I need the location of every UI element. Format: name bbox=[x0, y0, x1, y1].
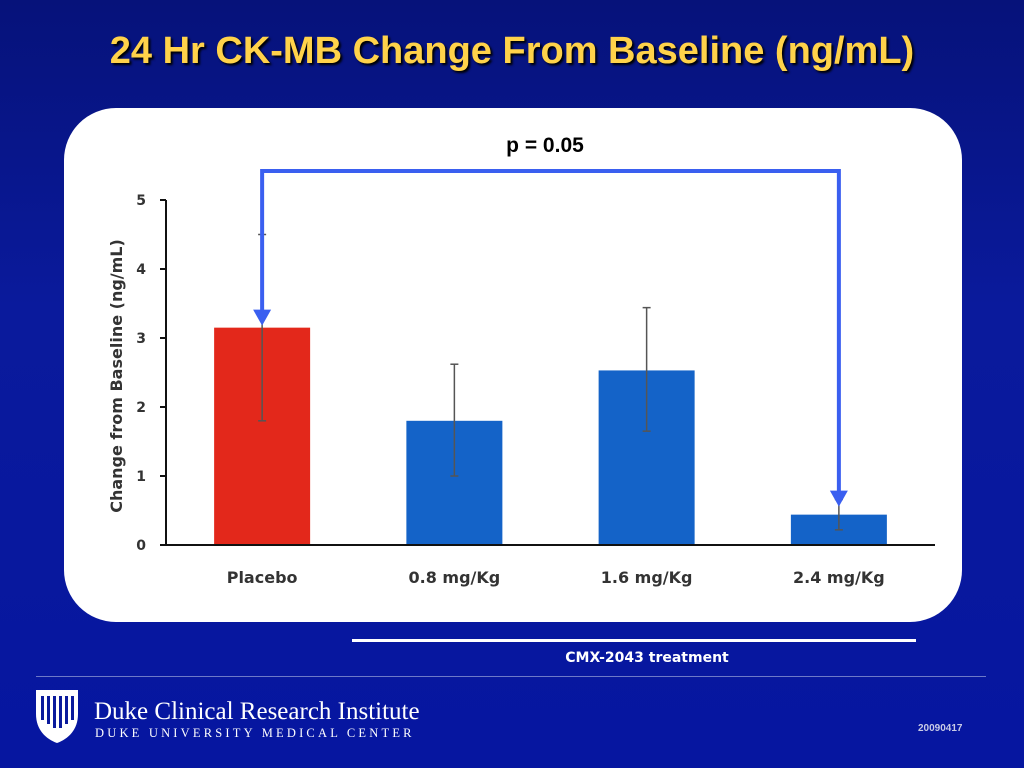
slide-title: 24 Hr CK-MB Change From Baseline (ng/mL) bbox=[109, 30, 915, 72]
y-tick-label-5: 5 bbox=[136, 193, 146, 209]
duke-shield-logo bbox=[36, 690, 78, 743]
y-axis-title: Change from Baseline (ng/mL) bbox=[107, 239, 126, 513]
x-tick-label-2: 1.6 mg/Kg bbox=[601, 568, 693, 587]
org-name: Duke Clinical Research Institute bbox=[94, 698, 420, 725]
x-tick-label-3: 2.4 mg/Kg bbox=[793, 568, 885, 587]
significance-bracket bbox=[260, 169, 841, 493]
bracket-arrowhead-left bbox=[253, 309, 272, 326]
treatment-group-label: CMX-2043 treatment bbox=[565, 650, 729, 666]
footer-divider bbox=[36, 676, 986, 677]
bracket-arrowhead-right bbox=[829, 490, 848, 507]
org-subtitle: DUKE UNIVERSITY MEDICAL CENTER bbox=[95, 726, 415, 740]
p-value-annotation: p = 0.05 bbox=[506, 134, 584, 157]
x-tick-label-1: 0.8 mg/Kg bbox=[409, 568, 501, 587]
treatment-group-rule bbox=[352, 639, 916, 642]
y-tick-label-2: 2 bbox=[136, 400, 146, 416]
y-tick-label-3: 3 bbox=[136, 331, 146, 347]
slide-id: 20090417 bbox=[918, 723, 963, 734]
y-tick-label-0: 0 bbox=[136, 538, 146, 554]
y-tick-label-1: 1 bbox=[136, 469, 146, 485]
x-tick-label-0: Placebo bbox=[227, 568, 298, 587]
y-tick-label-4: 4 bbox=[136, 262, 146, 278]
